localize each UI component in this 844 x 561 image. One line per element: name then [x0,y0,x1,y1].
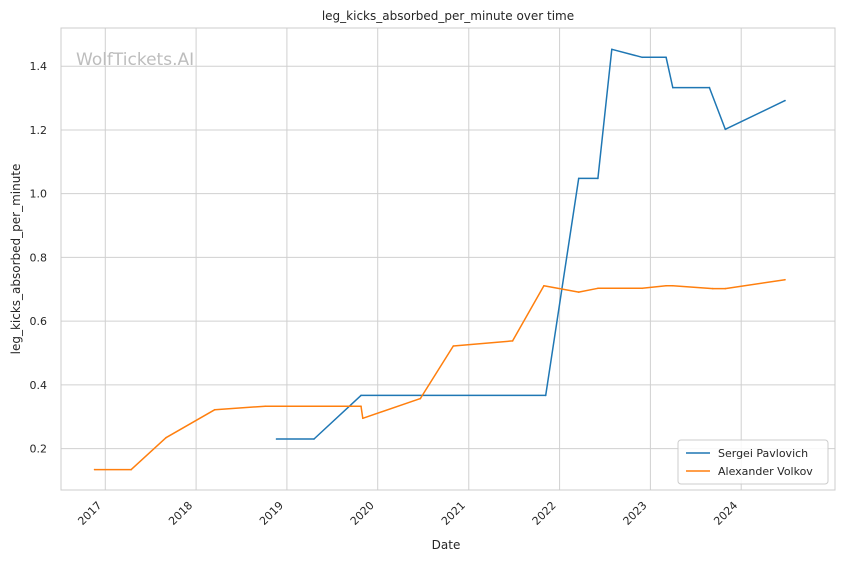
data-point-series-2 [511,340,514,342]
data-point-series-1 [672,86,674,89]
data-point-series-2 [93,468,96,471]
data-point-series-2 [214,408,216,411]
data-point-series-1 [724,128,727,131]
data-point-series-2 [672,285,674,287]
chart-title: leg_kicks_absorbed_per_minute over time [322,9,574,23]
legend-label-series-1: Sergei Pavlovich [718,447,808,460]
data-point-series-2 [543,285,545,287]
data-point-series-2 [577,291,580,293]
data-point-series-1 [597,177,599,180]
data-point-series-2 [419,397,422,400]
legend: Sergei Pavlovich Alexander Volkov [677,439,829,485]
y-tick-label: 0.6 [30,315,48,328]
y-tick-label: 0.2 [30,443,48,456]
data-point-series-2 [724,287,727,290]
data-point-series-2 [362,417,364,420]
data-point-series-2 [452,345,455,347]
y-tick-label: 1.4 [30,60,48,73]
x-tick-label: 2019 [257,499,286,528]
x-tick-label: 2024 [711,499,740,528]
data-point-series-2 [641,287,643,290]
watermark: WolfTickets.AI [76,50,194,70]
data-point-series-1 [641,56,643,59]
data-point-series-1 [313,438,315,440]
grid [61,28,835,490]
data-point-series-2 [130,468,132,471]
x-tick-label: 2021 [439,499,468,528]
plot-area [61,28,835,490]
data-point-series-2 [665,285,667,287]
data-point-series-2 [264,405,267,408]
legend-box [677,439,829,485]
y-tick-label: 0.8 [30,251,48,264]
y-axis-title: leg_kicks_absorbed_per_minute [9,164,23,355]
data-point-series-1 [275,438,278,440]
x-axis-title: Date [432,538,461,552]
data-point-series-2 [165,436,167,439]
x-tick-label: 2023 [621,499,650,528]
data-point-series-1 [544,394,547,397]
data-point-series-1 [360,394,362,397]
data-point-series-2 [360,405,362,408]
data-point-series-2 [784,278,786,281]
legend-label-series-2: Alexander Volkov [718,465,813,478]
y-tick-label: 0.4 [30,379,48,392]
data-point-series-2 [712,287,714,290]
y-tick-label: 1.0 [30,188,48,201]
data-point-series-1 [577,177,580,180]
x-tick-label: 2022 [530,499,559,528]
data-point-series-2 [597,287,599,290]
y-tick-label: 1.2 [30,124,48,137]
plot-frame [60,27,836,491]
series-lines [93,48,786,471]
data-point-series-1 [611,48,613,51]
x-tick-label: 2020 [348,499,377,528]
x-tick-label: 2017 [75,499,104,528]
data-point-series-1 [784,99,786,102]
data-point-series-1 [708,86,711,89]
data-point-series-1 [665,56,667,59]
x-tick-label: 2018 [166,499,195,528]
